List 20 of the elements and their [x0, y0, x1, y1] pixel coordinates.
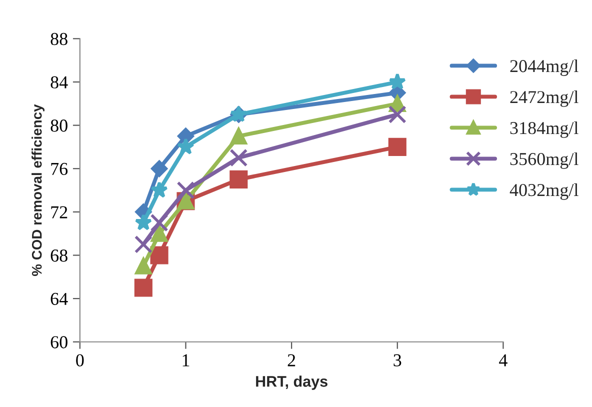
y-tick-label: 64	[50, 292, 68, 306]
legend-label: 3560mg/l	[510, 152, 578, 169]
y-tick-label: 88	[50, 32, 68, 46]
y-tick-label: 80	[50, 120, 68, 132]
legend-label: 2044mg/l	[510, 60, 578, 76]
x-axis-title: HRT, days	[256, 376, 328, 390]
y-tick-label: 68	[50, 250, 68, 262]
y-tick-label: 76	[51, 162, 68, 176]
x-tick-label: 3	[394, 354, 402, 366]
y-tick-label: 72	[51, 206, 68, 218]
legend-label: 2472mg/l	[510, 90, 578, 107]
x-tick-label: 2	[288, 354, 296, 366]
legend-label: 3184mg/l	[510, 121, 578, 138]
x-tick-label: 4	[499, 354, 508, 366]
y-tick-label: 60	[50, 336, 68, 348]
x-tick-label: 1	[182, 354, 190, 366]
x-tick-label: 0	[76, 354, 84, 366]
y-tick-label: 84	[50, 76, 68, 88]
legend-label: 4032mg/l	[510, 183, 578, 200]
y-axis-title: % COD removal efficiency	[32, 104, 45, 276]
